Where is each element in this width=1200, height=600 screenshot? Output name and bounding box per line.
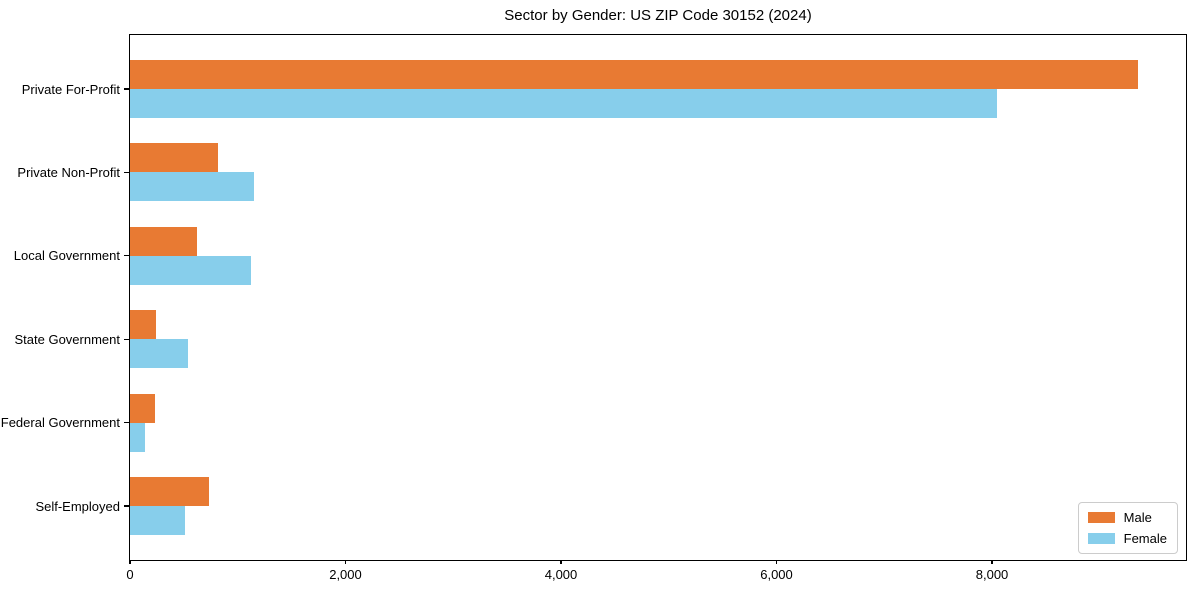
y-tick-label-private-for-profit: Private For-Profit [21,81,120,97]
bar-male-private-non-profit [130,143,219,173]
y-tick-label-local-government: Local Government [13,248,120,264]
x-tick-label-0: 0 [126,567,134,582]
y-tick-mark-local-government [124,255,129,257]
bar-male-private-for-profit [130,60,1138,89]
legend-label-male: Male [1123,510,1152,525]
x-tick-mark-2000 [344,560,347,564]
x-tick-label-4000: 4,000 [544,567,578,582]
x-tick-label-2000: 2,000 [329,567,362,582]
bar-female-local-government [130,255,251,285]
y-tick-mark-self-employed [124,505,129,507]
y-tick-mark-private-non-profit [124,171,129,174]
legend-label-female: Female [1123,531,1167,546]
bar-female-private-for-profit [130,89,998,118]
bar-female-state-government [130,339,189,369]
bar-male-local-government [130,226,197,256]
legend: Male Female [1077,502,1178,554]
bar-male-federal-government [130,393,155,423]
y-tick-label-federal-government: Federal Government [0,415,120,431]
plot-area: Male Female Private For-Profit Private Non… [1,34,1187,582]
y-tick-label-private-non-profit: Private Non-Profit [17,164,120,180]
legend-item-female: Female [1087,531,1167,546]
x-tick-mark-4000 [560,560,562,564]
y-tick-mark-state-government [124,338,129,340]
chart-title: Sector by Gender: US ZIP Code 30152 (202… [504,7,812,24]
bar-male-state-government [130,310,156,340]
bar-female-private-non-profit [130,172,254,202]
legend-swatch-female [1087,533,1115,544]
x-tick-mark-0 [129,560,131,564]
legend-swatch-male [1087,512,1115,523]
y-tick-mark-federal-government [124,421,129,424]
bar-female-federal-government [130,422,146,452]
x-tick-mark-8000 [991,560,993,564]
y-tick-label-self-employed: Self-Employed [35,498,120,514]
x-tick-label-8000: 8,000 [975,567,1009,582]
bar-female-self-employed [130,506,185,535]
bar-male-self-employed [130,477,209,506]
y-tick-label-state-government: State Government [14,331,121,347]
y-tick-mark-private-for-profit [124,88,129,90]
legend-item-male: Male [1087,510,1167,525]
x-tick-label-6000: 6,000 [760,567,793,582]
x-tick-mark-6000 [775,560,778,564]
